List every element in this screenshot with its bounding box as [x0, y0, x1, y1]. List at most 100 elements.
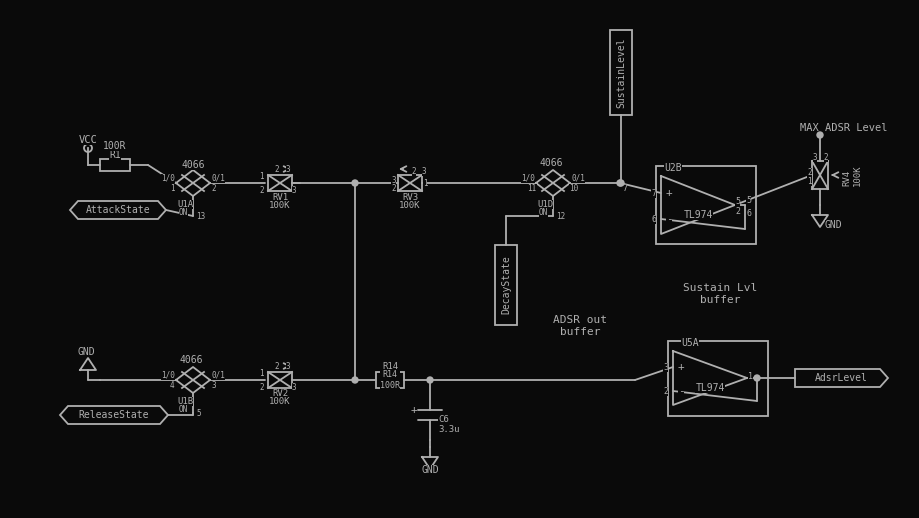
- Text: ON: ON: [539, 208, 548, 217]
- Text: 3: 3: [421, 166, 425, 176]
- Text: 1: 1: [169, 183, 174, 193]
- Text: 4: 4: [169, 381, 174, 390]
- Text: 1: 1: [748, 371, 753, 381]
- Text: 1/0: 1/0: [161, 370, 175, 380]
- Text: U2B: U2B: [664, 163, 681, 173]
- Text: 0/1: 0/1: [210, 370, 224, 380]
- Bar: [494, 245, 516, 325]
- Text: R14: R14: [381, 362, 398, 370]
- Text: RV2: RV2: [272, 390, 288, 398]
- Text: 1/0: 1/0: [161, 174, 175, 182]
- Text: 5: 5: [734, 196, 740, 206]
- Text: ReleaseState: ReleaseState: [79, 410, 149, 420]
- Text: 3: 3: [811, 152, 816, 162]
- Text: AdsrLevel: AdsrLevel: [813, 373, 867, 383]
- Text: 2: 2: [411, 166, 416, 176]
- Text: C6: C6: [437, 414, 448, 424]
- Text: 2: 2: [807, 167, 811, 177]
- Text: 0/1: 0/1: [571, 174, 584, 182]
- Circle shape: [816, 132, 823, 138]
- Text: 3: 3: [291, 382, 296, 392]
- Text: U1D: U1D: [537, 199, 552, 209]
- Text: 2: 2: [259, 185, 264, 194]
- Text: 100R: 100R: [380, 369, 399, 379]
- Text: 100K: 100K: [399, 200, 420, 209]
- Bar: [655, 166, 755, 244]
- Text: 2: 2: [211, 183, 216, 193]
- Text: AttackState: AttackState: [85, 205, 150, 215]
- Text: SustainLevel: SustainLevel: [616, 38, 625, 108]
- Text: RV4
100K: RV4 100K: [841, 164, 860, 186]
- Text: VCC: VCC: [78, 135, 97, 145]
- Text: U1A: U1A: [176, 199, 193, 209]
- Text: buffer: buffer: [559, 327, 599, 337]
- Text: 2: 2: [275, 362, 279, 370]
- Text: 3: 3: [391, 176, 395, 184]
- Text: R14
100R: R14 100R: [380, 370, 400, 390]
- Text: 2: 2: [391, 183, 395, 193]
- Text: 3: 3: [211, 381, 216, 390]
- Text: 1: 1: [259, 171, 264, 180]
- Text: 3: 3: [286, 165, 290, 174]
- Bar: [398, 175, 422, 191]
- Text: GND: GND: [824, 220, 842, 230]
- Text: 2: 2: [259, 382, 264, 392]
- Text: 2: 2: [275, 165, 279, 174]
- Text: RV3: RV3: [402, 193, 417, 202]
- Text: 4066: 4066: [179, 355, 202, 365]
- Text: TL974: TL974: [695, 383, 724, 393]
- Text: DecayState: DecayState: [501, 255, 510, 314]
- Text: U1B: U1B: [176, 396, 193, 406]
- Text: Sustain Lvl: Sustain Lvl: [682, 283, 756, 293]
- Text: 100K: 100K: [269, 200, 290, 209]
- Text: 6: 6: [651, 214, 656, 223]
- Text: 4066: 4066: [539, 158, 562, 168]
- Text: 12: 12: [555, 211, 564, 221]
- Text: RV1: RV1: [272, 193, 288, 202]
- Text: 7: 7: [622, 183, 627, 193]
- Text: -: -: [677, 386, 684, 396]
- Text: 100K: 100K: [269, 397, 290, 407]
- Text: +: +: [410, 405, 417, 415]
- Text: 3: 3: [291, 185, 296, 194]
- Text: 0/1: 0/1: [210, 174, 224, 182]
- Text: 2: 2: [734, 207, 740, 215]
- Bar: [811, 161, 827, 189]
- Text: 5: 5: [745, 195, 751, 205]
- Circle shape: [352, 377, 357, 383]
- Text: GND: GND: [421, 465, 438, 475]
- Text: -: -: [665, 214, 672, 224]
- Text: 1: 1: [259, 368, 264, 378]
- Text: +: +: [677, 362, 684, 372]
- Text: 3: 3: [286, 362, 290, 370]
- Bar: [667, 341, 767, 416]
- Text: 3: 3: [663, 363, 668, 371]
- Text: U5A: U5A: [680, 338, 698, 348]
- Bar: [267, 372, 291, 388]
- Text: 2: 2: [823, 152, 827, 162]
- Text: 5: 5: [196, 409, 200, 418]
- Text: ADSR out: ADSR out: [552, 315, 607, 325]
- Text: 100R: 100R: [103, 141, 127, 151]
- Text: 10: 10: [569, 183, 578, 193]
- Circle shape: [426, 377, 433, 383]
- Circle shape: [617, 180, 622, 186]
- Text: 2: 2: [663, 386, 668, 396]
- Bar: [267, 175, 291, 191]
- Bar: [376, 372, 403, 388]
- Text: 7: 7: [651, 189, 656, 197]
- Text: +: +: [665, 188, 672, 198]
- Text: TL974: TL974: [683, 210, 712, 220]
- Text: 6: 6: [745, 209, 751, 218]
- Bar: [609, 30, 631, 115]
- Text: 1: 1: [422, 179, 426, 188]
- Text: GND: GND: [77, 347, 95, 357]
- Text: R1: R1: [109, 150, 120, 160]
- Text: 1/0: 1/0: [520, 174, 534, 182]
- Text: 3.3u: 3.3u: [437, 424, 459, 434]
- Circle shape: [352, 180, 357, 186]
- Circle shape: [754, 375, 759, 381]
- Text: buffer: buffer: [699, 295, 740, 305]
- Bar: [100, 159, 130, 171]
- Text: 4066: 4066: [181, 160, 205, 170]
